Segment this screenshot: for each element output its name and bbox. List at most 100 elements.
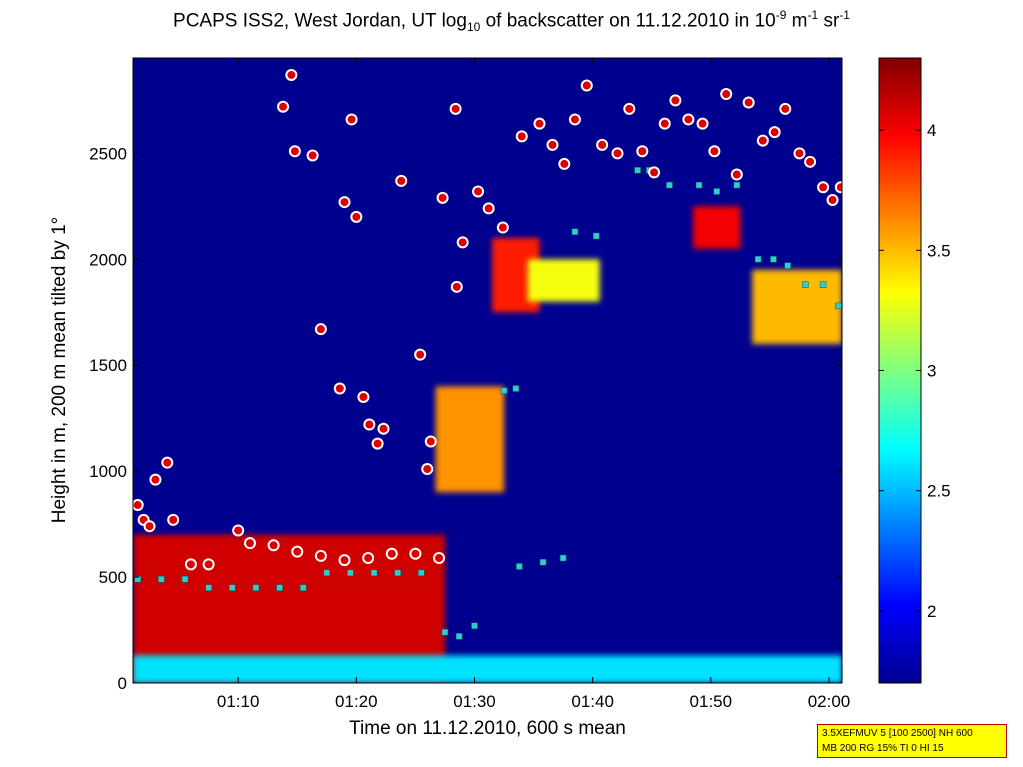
cloud-base-marker xyxy=(277,100,290,113)
cloud-base-marker xyxy=(708,145,721,158)
info-line-1: 3.5XEFMUV 5 [100 2500] NH 600 xyxy=(822,728,973,739)
cloud-base-marker xyxy=(768,126,781,139)
cloud-base-marker xyxy=(546,138,559,151)
cloud-base-marker xyxy=(421,463,434,476)
mixing-layer-marker xyxy=(802,281,809,288)
cloud-base-marker xyxy=(232,524,245,537)
mixing-layer-marker xyxy=(181,575,189,583)
x-axis-label: Time on 11.12.2010, 600 s mean xyxy=(349,718,626,739)
cloud-base-marker xyxy=(496,221,509,234)
mixing-layer-marker xyxy=(754,256,762,263)
cloud-base-marker xyxy=(433,552,446,564)
cloud-base-marker xyxy=(350,210,363,223)
cloud-base-marker xyxy=(456,236,469,249)
mixing-layer-marker xyxy=(500,387,508,394)
cloud-base-marker xyxy=(338,554,351,567)
mixing-layer-marker xyxy=(539,558,547,566)
mixing-layer-marker xyxy=(276,584,283,591)
mixing-layer-marker xyxy=(134,575,141,583)
cloud-base-marker xyxy=(306,149,319,162)
cloud-base-marker xyxy=(362,552,375,564)
cloud-base-marker xyxy=(623,102,636,115)
cloud-base-marker xyxy=(314,549,327,562)
cloud-base-marker xyxy=(371,437,384,450)
mixing-layer-marker xyxy=(229,584,236,591)
cloud-base-marker xyxy=(395,174,408,187)
cloud-base-marker xyxy=(184,558,197,571)
mixing-layer-marker xyxy=(512,385,520,392)
y-tick-label: 0 xyxy=(118,674,127,693)
mixing-layer-marker xyxy=(299,584,307,591)
info-line-2: MB 200 RG 15% TI 0 HI 15 xyxy=(822,743,944,754)
cloud-base-marker xyxy=(385,547,398,560)
mixing-layer-marker xyxy=(770,256,777,263)
y-axis-label: Height in m, 200 m mean tilted by 1° xyxy=(49,216,70,524)
y-tick-label: 2500 xyxy=(89,144,127,163)
cloud-base-marker xyxy=(424,435,437,448)
cloud-base-marker xyxy=(285,68,298,81)
cloud-base-marker xyxy=(658,117,671,130)
cloud-base-marker xyxy=(756,134,769,147)
cloud-base-marker xyxy=(243,537,256,550)
mixing-layer-marker xyxy=(455,633,463,640)
settings-info-box: 3.5XEFMUV 5 [100 2500] NH 600 MB 200 RG … xyxy=(817,724,1007,758)
colorbar-tick-label: 4 xyxy=(927,121,936,140)
cloud-base-marker xyxy=(345,113,358,126)
cloud-base-marker xyxy=(314,323,327,336)
mixing-layer-marker xyxy=(205,584,212,591)
mixing-layer-marker xyxy=(323,569,331,577)
cloud-base-marker xyxy=(338,196,351,209)
cloud-base-marker xyxy=(515,130,528,143)
mixing-layer-marker xyxy=(370,569,378,577)
cloud-base-marker xyxy=(826,193,839,206)
y-tick-label: 1000 xyxy=(89,462,127,481)
mixing-layer-marker xyxy=(441,628,449,636)
mixing-layer-marker xyxy=(516,563,523,570)
cloud-base-marker xyxy=(409,547,422,560)
cloud-base-marker xyxy=(611,147,624,160)
cloud-base-marker xyxy=(414,348,427,361)
mixing-layer-marker xyxy=(695,181,703,189)
mixing-layer-marker xyxy=(835,302,842,310)
x-tick-label: 01:40 xyxy=(571,692,614,711)
cloud-base-marker xyxy=(669,94,682,107)
cloud-base-marker xyxy=(450,280,463,293)
y-tick-label: 500 xyxy=(99,568,127,587)
cloud-base-marker xyxy=(696,117,709,130)
colorbar xyxy=(878,57,922,684)
cloud-base-marker xyxy=(730,168,743,181)
cloud-base-marker xyxy=(596,138,609,151)
mixing-layer-marker xyxy=(347,569,354,577)
colorbar-tick-label: 3.5 xyxy=(927,241,951,260)
cloud-base-marker xyxy=(143,520,156,533)
mixing-layer-marker xyxy=(158,575,165,583)
cloud-base-marker xyxy=(267,539,280,552)
cloud-base-marker xyxy=(720,88,733,101)
plot-frame xyxy=(132,57,843,684)
cloud-base-marker xyxy=(779,102,792,115)
mixing-layer-marker xyxy=(666,181,673,189)
backscatter-region xyxy=(527,259,600,302)
cloud-base-marker xyxy=(288,145,301,158)
cloud-base-marker xyxy=(568,113,581,126)
cloud-base-marker xyxy=(133,499,144,512)
cloud-base-marker xyxy=(357,390,370,403)
cloud-base-marker xyxy=(449,102,462,115)
backscatter-region xyxy=(752,269,842,345)
colorbar-tick-label: 2 xyxy=(927,602,936,621)
mixing-layer-marker xyxy=(418,569,425,577)
backscatter-region xyxy=(435,386,505,493)
backscatter-region xyxy=(133,655,842,683)
x-tick-label: 01:20 xyxy=(335,692,378,711)
cloud-base-marker xyxy=(472,185,485,198)
cloud-base-marker xyxy=(149,473,162,486)
cloud-base-marker xyxy=(436,191,449,204)
cloud-base-marker xyxy=(804,155,817,168)
cloud-base-marker xyxy=(533,117,546,130)
cloud-base-marker xyxy=(558,157,571,170)
y-tick-label: 2000 xyxy=(89,250,127,269)
mixing-layer-marker xyxy=(819,281,827,288)
cloud-base-marker xyxy=(167,513,180,526)
mixing-layer-marker xyxy=(559,554,567,562)
